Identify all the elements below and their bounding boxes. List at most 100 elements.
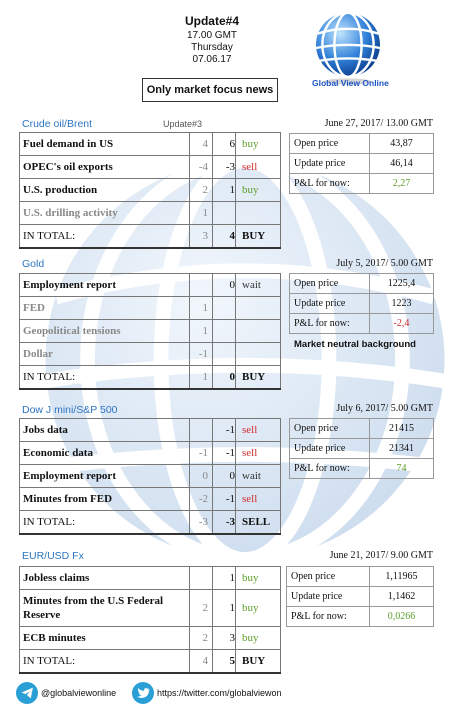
open-price-label: Open price (286, 566, 370, 587)
row-curr: 6 (212, 132, 236, 156)
row-action: wait (235, 273, 281, 297)
row-curr (212, 319, 236, 343)
pnl-table-crude: Open price 43,87 Update price 46,14 P&L fo… (289, 133, 434, 194)
total-label: IN TOTAL: (19, 649, 190, 674)
header: Update#4 17.00 GMT Thursday 07.06.17 (0, 14, 424, 65)
table-row: Dollar -1 (19, 342, 281, 366)
total-label: IN TOTAL: (19, 365, 190, 390)
pnl-table-dow: Open price 21415 Update price 21341 P&L fo… (289, 418, 434, 479)
open-price-label: Open price (289, 273, 370, 294)
open-price-value: 1,11965 (369, 566, 434, 587)
pl-label: P&L for now: (289, 458, 370, 479)
row-curr: -1 (212, 487, 236, 511)
row-prev: 1 (189, 201, 213, 225)
row-prev (189, 273, 213, 297)
pl-value: 74 (369, 458, 434, 479)
signal-table-gold: Employment report 0 wait FED 1 Geopoliti… (19, 273, 281, 390)
focus-banner: Only market focus news (142, 78, 278, 102)
row-curr: 1 (212, 589, 236, 627)
row-action: sell (235, 155, 281, 179)
row-prev: -1 (189, 342, 213, 366)
table-row: Minutes from the U.S Federal Reserve 2 1… (19, 589, 281, 627)
row-prev (189, 566, 213, 590)
table-row: Employment report 0 0 wait (19, 464, 281, 488)
update-title: Update#4 (184, 14, 240, 28)
row-prev: 2 (189, 626, 213, 650)
pnl-date-dow: July 6, 2017/ 5.00 GMT (336, 403, 433, 414)
update-price-label: Update price (286, 586, 370, 607)
row-curr: -1 (212, 418, 236, 442)
pnl-table-eurusd: Open price 1,11965 Update price 1,1462 P&L… (286, 566, 434, 627)
row-action: sell (235, 418, 281, 442)
row-label: Employment report (19, 464, 190, 488)
row-prev: 2 (189, 589, 213, 627)
row-prev (189, 418, 213, 442)
row-curr: 0 (212, 464, 236, 488)
row-action: sell (235, 441, 281, 465)
row-prev: -4 (189, 155, 213, 179)
section-title-eurusd: EUR/USD Fx (22, 550, 84, 562)
row-curr: -3 (212, 155, 236, 179)
open-price-label: Open price (289, 418, 370, 439)
row-action: wait (235, 464, 281, 488)
total-curr: 4 (212, 224, 236, 249)
total-prev: 3 (189, 224, 213, 249)
row-action (235, 296, 281, 320)
row-prev: 1 (189, 319, 213, 343)
update-price-value: 1223 (369, 293, 434, 314)
row-curr: 1 (212, 178, 236, 202)
table-row: U.S. production 2 1 buy (19, 178, 281, 202)
row-label: Minutes from the U.S Federal Reserve (19, 589, 190, 627)
total-row: IN TOTAL: -3 -3 SELL (19, 510, 281, 535)
open-price-value: 43,87 (369, 133, 434, 154)
update-day: Thursday (191, 42, 233, 53)
globe-logo-icon (315, 11, 381, 85)
row-prev: -1 (189, 441, 213, 465)
table-row: Jobs data -1 sell (19, 418, 281, 442)
update-price-value: 46,14 (369, 153, 434, 174)
row-prev: -2 (189, 487, 213, 511)
logo-text: Global View Online (312, 78, 389, 88)
total-action: BUY (235, 365, 281, 390)
table-row: Minutes from FED -2 -1 sell (19, 487, 281, 511)
pl-label: P&L for now: (289, 313, 370, 334)
pl-value: -2,4 (369, 313, 434, 334)
table-row: U.S. drilling activity 1 (19, 201, 281, 225)
update-price-value: 1,1462 (369, 586, 434, 607)
total-curr: 5 (212, 649, 236, 674)
total-row: IN TOTAL: 1 0 BUY (19, 365, 281, 390)
row-curr: -1 (212, 441, 236, 465)
row-label: Geopolitical tensions (19, 319, 190, 343)
total-label: IN TOTAL: (19, 224, 190, 249)
row-action: buy (235, 178, 281, 202)
total-prev: 4 (189, 649, 213, 674)
total-prev: -3 (189, 510, 213, 535)
update-price-label: Update price (289, 153, 370, 174)
row-label: ECB minutes (19, 626, 190, 650)
twitter-link[interactable]: https://twitter.com/globalviewon (132, 682, 282, 704)
total-prev: 1 (189, 365, 213, 390)
total-row: IN TOTAL: 3 4 BUY (19, 224, 281, 249)
pnl-table-gold: Open price 1225,4 Update price 1223 P&L fo… (289, 273, 434, 334)
total-action: BUY (235, 649, 281, 674)
row-prev: 0 (189, 464, 213, 488)
row-curr (212, 201, 236, 225)
row-action (235, 201, 281, 225)
row-action (235, 342, 281, 366)
row-curr: 1 (212, 566, 236, 590)
pnl-date-crude: June 27, 2017/ 13.00 GMT (324, 118, 433, 129)
total-curr: -3 (212, 510, 236, 535)
pl-value: 0,0266 (369, 606, 434, 627)
row-label: Economic data (19, 441, 190, 465)
telegram-link[interactable]: @globalviewonline (16, 682, 116, 704)
pl-value: 2,27 (369, 173, 434, 194)
total-label: IN TOTAL: (19, 510, 190, 535)
row-prev: 1 (189, 296, 213, 320)
row-action: buy (235, 132, 281, 156)
twitter-url: https://twitter.com/globalviewon (157, 688, 282, 698)
total-action: BUY (235, 224, 281, 249)
update-price-label: Update price (289, 438, 370, 459)
row-label: Jobless claims (19, 566, 190, 590)
row-label: FED (19, 296, 190, 320)
twitter-icon (132, 682, 154, 704)
